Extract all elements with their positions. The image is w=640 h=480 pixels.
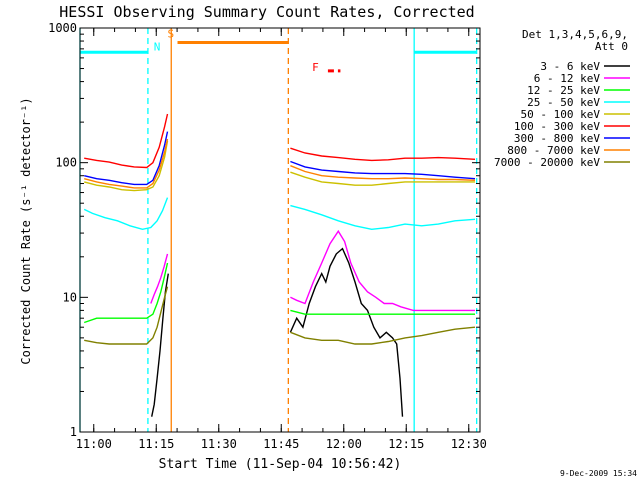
legend-label-5: 100 - 300 keV (514, 120, 600, 133)
y-tick-label-2: 100 (55, 156, 77, 170)
series-line-4-seg-0 (84, 140, 169, 192)
legend-label-3: 25 - 50 keV (527, 96, 600, 109)
series-line-0-seg-1 (289, 247, 404, 417)
series-line-7-seg-0 (84, 138, 169, 189)
series-line-5-seg-1 (290, 147, 476, 162)
legend-title-line-0: Det 1,3,4,5,6,9, (522, 28, 628, 41)
series-line-2-seg-0 (83, 262, 169, 324)
legend-title-line-1: Att 0 (595, 40, 628, 53)
x-tick-label-3: 11:45 (263, 437, 299, 451)
x-tick-label-5: 12:15 (388, 437, 424, 451)
x-tick-label-0: 11:00 (76, 437, 112, 451)
legend-label-7: 800 - 7000 keV (507, 144, 600, 157)
legend-label-8: 7000 - 20000 keV (494, 156, 600, 169)
x-axis-label: Start Time (11-Sep-04 10:56:42) (159, 457, 402, 472)
x-tick-label-6: 12:30 (451, 437, 487, 451)
y-tick-label-0: 1 (70, 425, 77, 439)
series-line-2-seg-1 (290, 309, 475, 315)
axes-box (79, 27, 481, 433)
legend-label-6: 300 - 800 keV (514, 132, 600, 145)
legend-label-2: 12 - 25 keV (527, 84, 600, 97)
date-stamp: 9-Dec-2009 15:34 (560, 469, 637, 478)
annotation-s: S (168, 28, 175, 41)
legend-label-1: 6 - 12 keV (534, 72, 601, 85)
annotation-n: N (154, 41, 161, 54)
chart-title: HESSI Observing Summary Count Rates, Cor… (59, 3, 474, 21)
series-line-8-seg-1 (290, 326, 476, 345)
series-line-5-seg-0 (84, 113, 169, 169)
series-line-1-seg-1 (290, 229, 475, 312)
y-tick-label-3: 1000 (48, 21, 77, 35)
series-line-7-seg-1 (290, 165, 476, 181)
y-tick-label-1: 10 (63, 290, 77, 304)
series-line-3-seg-0 (83, 197, 169, 231)
legend-label-0: 3 - 6 keV (540, 60, 600, 73)
x-tick-label-4: 12:00 (326, 437, 362, 451)
series-line-3-seg-1 (290, 204, 476, 231)
annotation-f: F (312, 61, 319, 74)
y-axis-label: Corrected Count Rate (s⁻¹ detector⁻¹) (19, 97, 33, 364)
x-tick-label-2: 11:30 (201, 437, 237, 451)
series-line-8-seg-0 (84, 286, 169, 345)
series-line-4-seg-1 (290, 171, 475, 186)
series-line-6-seg-0 (84, 131, 169, 186)
series-line-1-seg-0 (150, 253, 169, 304)
legend-label-4: 50 - 100 keV (521, 108, 601, 121)
series-line-6-seg-1 (290, 160, 476, 180)
plot-area: NS F 11:00 11:15 11:30 11:45 12:00 12:15 12:30 1 1… (48, 21, 487, 451)
x-tick-label-1: 11:15 (138, 437, 174, 451)
